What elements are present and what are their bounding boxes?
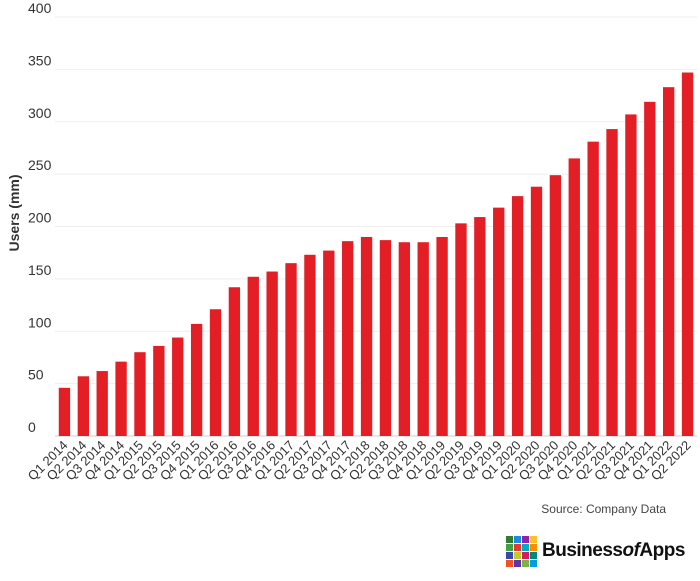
logo-tile [522, 543, 529, 551]
brand-wordmark: BusinessofApps [542, 540, 685, 561]
y-tick-label: 250 [28, 157, 52, 173]
bar [436, 236, 448, 436]
businessofapps-logo: BusinessofApps [506, 535, 685, 567]
logo-tile [514, 543, 521, 551]
bar [681, 72, 694, 437]
bar [153, 345, 165, 436]
bar [323, 250, 335, 436]
bar [115, 361, 127, 436]
bars [58, 72, 694, 437]
bar [228, 287, 241, 436]
source-note: Source: Company Data [541, 502, 666, 516]
logo-tile [506, 543, 513, 551]
bar [58, 387, 71, 436]
bar [266, 271, 278, 436]
y-tick-label: 50 [28, 367, 44, 383]
logo-tile [530, 559, 537, 567]
bar [209, 309, 222, 436]
bar [342, 241, 354, 436]
bar [360, 236, 373, 436]
y-tick-label: 150 [28, 262, 52, 278]
logo-tile [530, 543, 537, 551]
bar [568, 158, 580, 436]
bar [247, 276, 259, 436]
y-tick-label: 200 [28, 210, 52, 226]
logo-tile [514, 559, 521, 567]
y-tick-label: 100 [28, 314, 52, 330]
logo-tile [506, 551, 513, 559]
bar [96, 371, 108, 436]
bar [530, 186, 543, 436]
logo-mosaic-icon [506, 535, 537, 567]
y-tick-label: 300 [28, 105, 52, 121]
bar [474, 217, 486, 436]
bar [625, 114, 637, 437]
logo-tile [522, 535, 529, 543]
logo-tile [530, 535, 537, 543]
bar [587, 141, 599, 436]
bar [493, 207, 505, 436]
logo-tile [514, 535, 521, 543]
y-axis-title: Users (mm) [6, 174, 22, 251]
bar [663, 87, 675, 437]
bar [455, 223, 467, 436]
y-tick-label: 0 [28, 419, 36, 435]
bar [379, 240, 392, 436]
y-tick-label: 400 [28, 0, 52, 16]
logo-tile [514, 551, 521, 559]
bar [77, 376, 89, 436]
bar [549, 175, 562, 437]
logo-tile [522, 551, 529, 559]
bar [398, 242, 410, 436]
bar [417, 242, 429, 436]
logo-tile [506, 559, 513, 567]
logo-tile [522, 559, 529, 567]
gridlines [55, 16, 697, 437]
bar [644, 101, 656, 436]
bar [511, 196, 524, 436]
bar [134, 352, 146, 436]
y-tick-label: 350 [28, 52, 52, 68]
y-tick-labels: 0 50 100 150 200 250 300 350 400 [28, 0, 52, 435]
bar [606, 129, 618, 436]
bar [285, 263, 297, 436]
bar [304, 254, 316, 436]
bar [172, 337, 184, 436]
logo-tile [506, 535, 513, 543]
bar [190, 323, 203, 436]
logo-tile [530, 551, 537, 559]
